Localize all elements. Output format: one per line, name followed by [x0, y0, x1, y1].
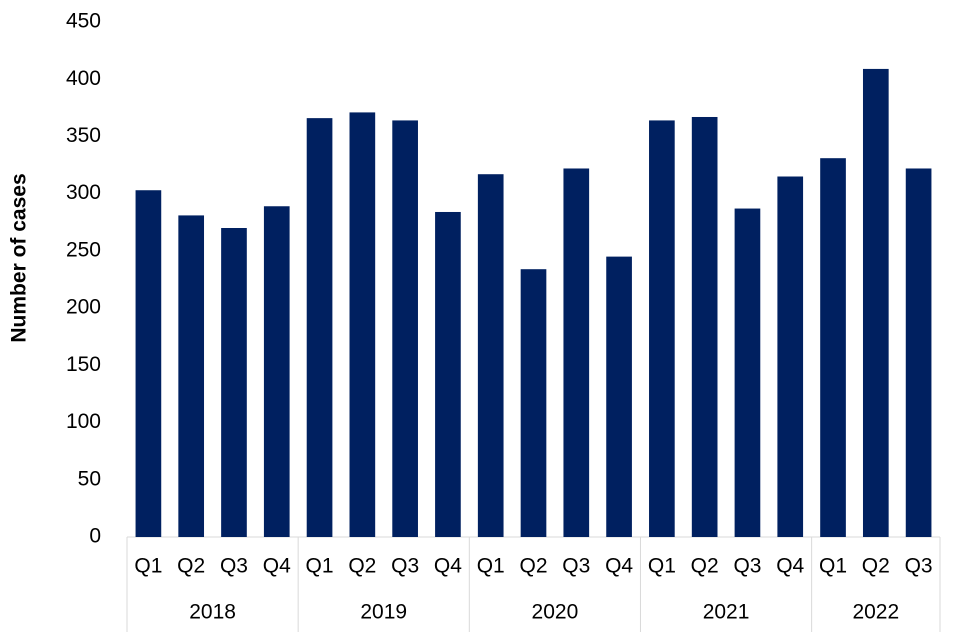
bar — [606, 256, 632, 537]
group-label: 2022 — [852, 601, 899, 624]
bar — [649, 120, 675, 537]
bar — [221, 228, 247, 537]
x-tick-label: Q1 — [819, 555, 847, 578]
bar — [477, 174, 504, 537]
bar — [349, 112, 376, 538]
bar — [392, 120, 418, 537]
x-tick-label: Q2 — [348, 555, 376, 578]
x-tick-label: Q1 — [648, 555, 676, 578]
x-tick-label: Q1 — [477, 555, 505, 578]
x-tick-label: Q4 — [263, 555, 291, 578]
y-tick-label: 150 — [66, 353, 101, 376]
bar — [563, 168, 590, 537]
x-tick-label: Q3 — [562, 555, 590, 578]
group-label: 2020 — [532, 601, 579, 624]
bar — [178, 215, 205, 537]
x-tick-label: Q1 — [306, 555, 334, 578]
y-tick-label: 400 — [66, 67, 101, 90]
bar — [520, 269, 547, 537]
bar — [862, 68, 889, 537]
y-axis-label: Number of cases — [8, 173, 31, 342]
y-tick-label: 50 — [78, 467, 101, 490]
y-tick-label: 250 — [66, 238, 101, 261]
x-tick-label: Q4 — [605, 555, 633, 578]
y-tick-label: 0 — [89, 525, 101, 548]
group-label: 2021 — [703, 601, 750, 624]
y-tick-label: 350 — [66, 124, 101, 147]
x-tick-label: Q3 — [391, 555, 419, 578]
x-tick-label: Q3 — [905, 555, 933, 578]
group-label: 2019 — [360, 601, 407, 624]
bar — [691, 116, 718, 537]
y-tick-label: 450 — [66, 10, 101, 33]
x-tick-label: Q2 — [519, 555, 547, 578]
bar — [263, 206, 290, 537]
bar — [435, 211, 461, 537]
x-tick-label: Q4 — [776, 555, 804, 578]
bar — [135, 190, 162, 537]
group-label: 2018 — [189, 601, 236, 624]
bar — [777, 176, 804, 537]
y-tick-label: 200 — [66, 296, 101, 319]
bar — [734, 208, 761, 538]
x-tick-label: Q2 — [177, 555, 205, 578]
x-tick-label: Q3 — [733, 555, 761, 578]
x-tick-label: Q4 — [434, 555, 462, 578]
bar — [306, 118, 333, 537]
y-tick-label: 100 — [66, 410, 101, 433]
y-tick-label: 300 — [66, 181, 101, 204]
x-tick-label: Q2 — [862, 555, 890, 578]
bar — [820, 158, 846, 537]
x-tick-label: Q3 — [220, 555, 248, 578]
x-tick-label: Q2 — [691, 555, 719, 578]
bar — [905, 168, 932, 537]
x-tick-label: Q1 — [134, 555, 162, 578]
